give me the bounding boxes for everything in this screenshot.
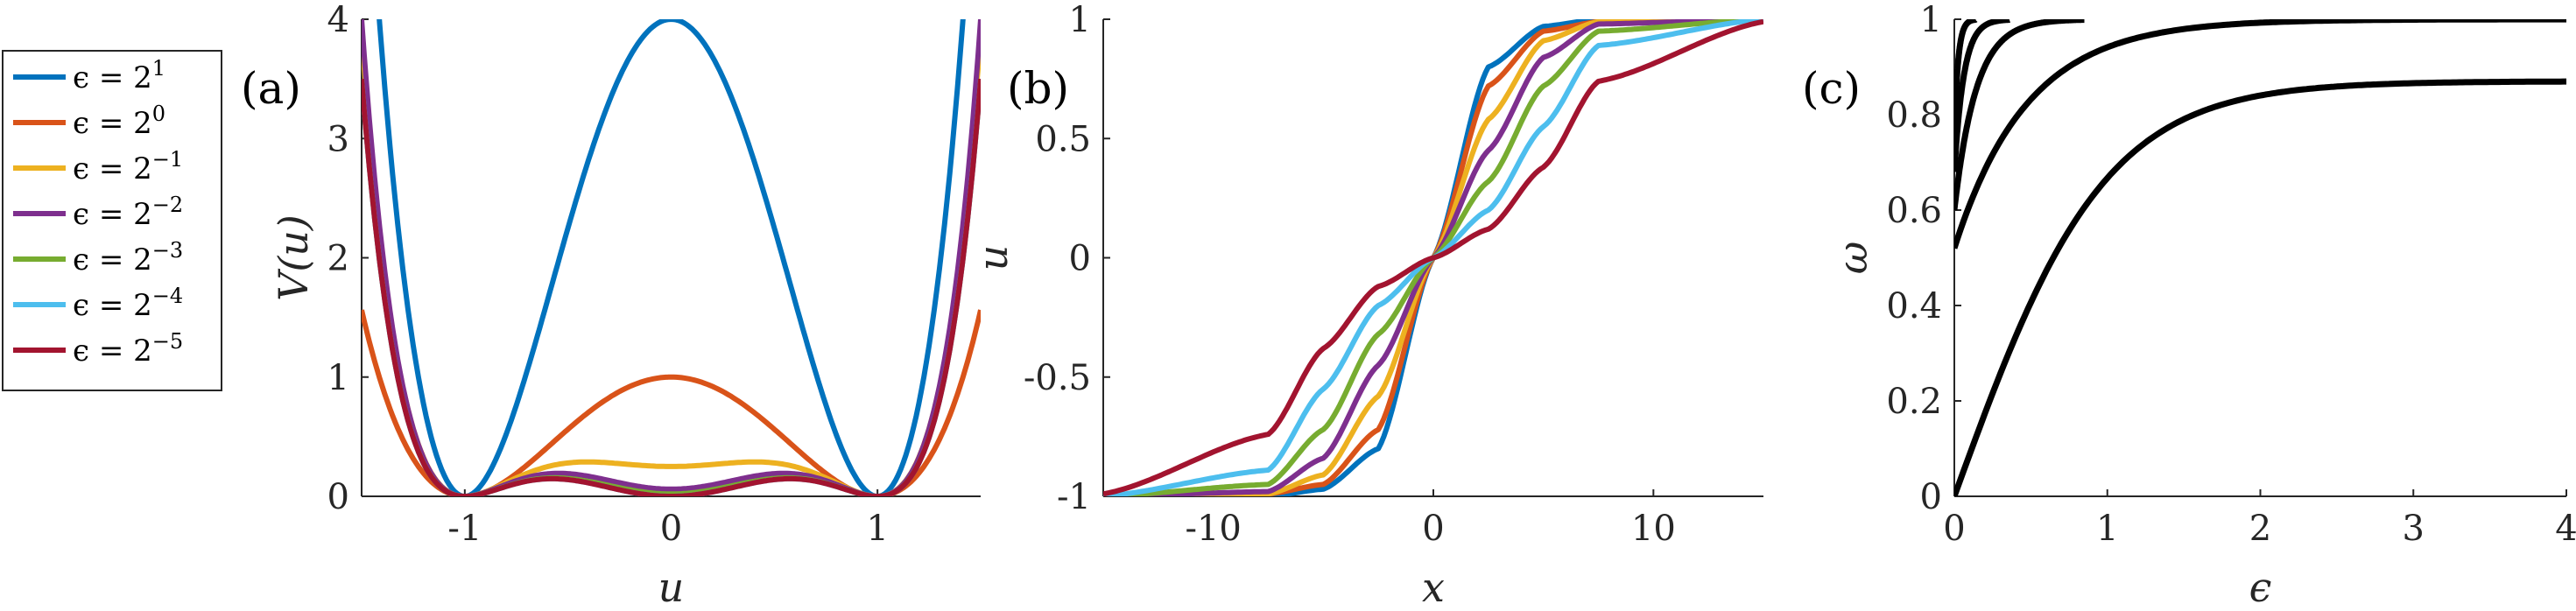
y-tick-label: 1: [1920, 0, 1942, 40]
series-line-0: [1954, 78, 2566, 496]
x-tick-label: -1: [447, 509, 482, 549]
x-tick-label: 2: [2249, 509, 2271, 549]
legend-entry-4: ϵ = 2−3: [73, 238, 183, 277]
panel-0: -1 0 1 0 1 2 3 4 u V(u) (a): [241, 0, 981, 611]
series-line-1: [362, 309, 981, 496]
x-tick-label: 1: [866, 509, 888, 549]
y-tick-label: 4: [327, 0, 349, 40]
legend-entry-3: ϵ = 2−2: [73, 193, 183, 232]
legend-box: [2, 50, 222, 391]
x-axis-label: x: [1422, 564, 1445, 611]
legend-entry-0: ϵ = 21: [73, 56, 165, 95]
series-line-4: [1954, 19, 1979, 134]
y-tick-label: 0.4: [1886, 286, 1942, 327]
y-tick-label: 0: [1920, 477, 1942, 517]
x-axis-label: u: [658, 564, 685, 611]
panel-1: -10 0 10 -1 -0.5 0 0.5 1 x u (b): [969, 0, 1763, 611]
y-tick-label: 0.5: [1035, 119, 1091, 159]
panel-label: (c): [1802, 63, 1861, 114]
panel-label: (b): [1007, 63, 1069, 114]
series-line-6: [362, 78, 981, 496]
series-line-3: [1954, 19, 2013, 172]
series-line-6: [1103, 19, 1763, 496]
y-tick-label: 0: [327, 477, 349, 517]
x-tick-label: -10: [1185, 509, 1241, 549]
legend-entry-2: ϵ = 2−1: [73, 147, 183, 186]
y-axis-label: V(u): [270, 214, 317, 301]
y-tick-label: 3: [327, 119, 349, 159]
y-tick-label: 0.2: [1886, 382, 1942, 422]
series-line-2: [362, 33, 981, 496]
y-tick-label: 0.8: [1886, 95, 1942, 136]
x-tick-label: 1: [2096, 509, 2118, 549]
legend-entry-6: ϵ = 2−5: [73, 329, 183, 369]
curves: [1103, 19, 1763, 496]
series-line-5: [362, 78, 981, 496]
y-tick-label: 0.6: [1886, 191, 1942, 231]
y-tick-label: 2: [327, 239, 349, 279]
legend-entry-5: ϵ = 2−4: [73, 284, 183, 323]
panel-label: (a): [241, 63, 301, 114]
curves: [362, 19, 981, 496]
y-tick-label: -0.5: [1024, 358, 1091, 398]
x-tick-label: 3: [2403, 509, 2425, 549]
x-axis-label: ϵ: [2249, 564, 2272, 611]
legend: ϵ = 21 ϵ = 20 ϵ = 2−1 ϵ = 2−2 ϵ = 2−3 ϵ = 2−4…: [2, 50, 222, 391]
y-axis-label: ω: [1829, 242, 1876, 275]
panel-2: 0 1 2 3 4 0 0.2 0.4 0.6 0.8 1 ϵ ω (c): [1802, 0, 2576, 611]
series-line-3: [362, 19, 981, 496]
y-tick-label: -1: [1057, 477, 1091, 517]
y-axis-label: u: [969, 245, 1017, 271]
y-tick-label: 0: [1069, 239, 1091, 279]
y-tick-label: 1: [327, 358, 349, 398]
x-tick-label: 0: [660, 509, 682, 549]
y-tick-label: 1: [1069, 0, 1091, 40]
series-line-4: [362, 78, 981, 496]
legend-entry-1: ϵ = 20: [73, 102, 165, 141]
series-line-2: [1954, 19, 2087, 211]
series-line-1: [1954, 19, 2566, 249]
x-tick-label: 4: [2555, 509, 2576, 549]
x-tick-label: 0: [1422, 509, 1444, 549]
x-tick-label: 0: [1943, 509, 1965, 549]
series-line-0: [377, 19, 966, 496]
curves: [1954, 19, 2566, 496]
x-tick-label: 10: [1631, 509, 1676, 549]
